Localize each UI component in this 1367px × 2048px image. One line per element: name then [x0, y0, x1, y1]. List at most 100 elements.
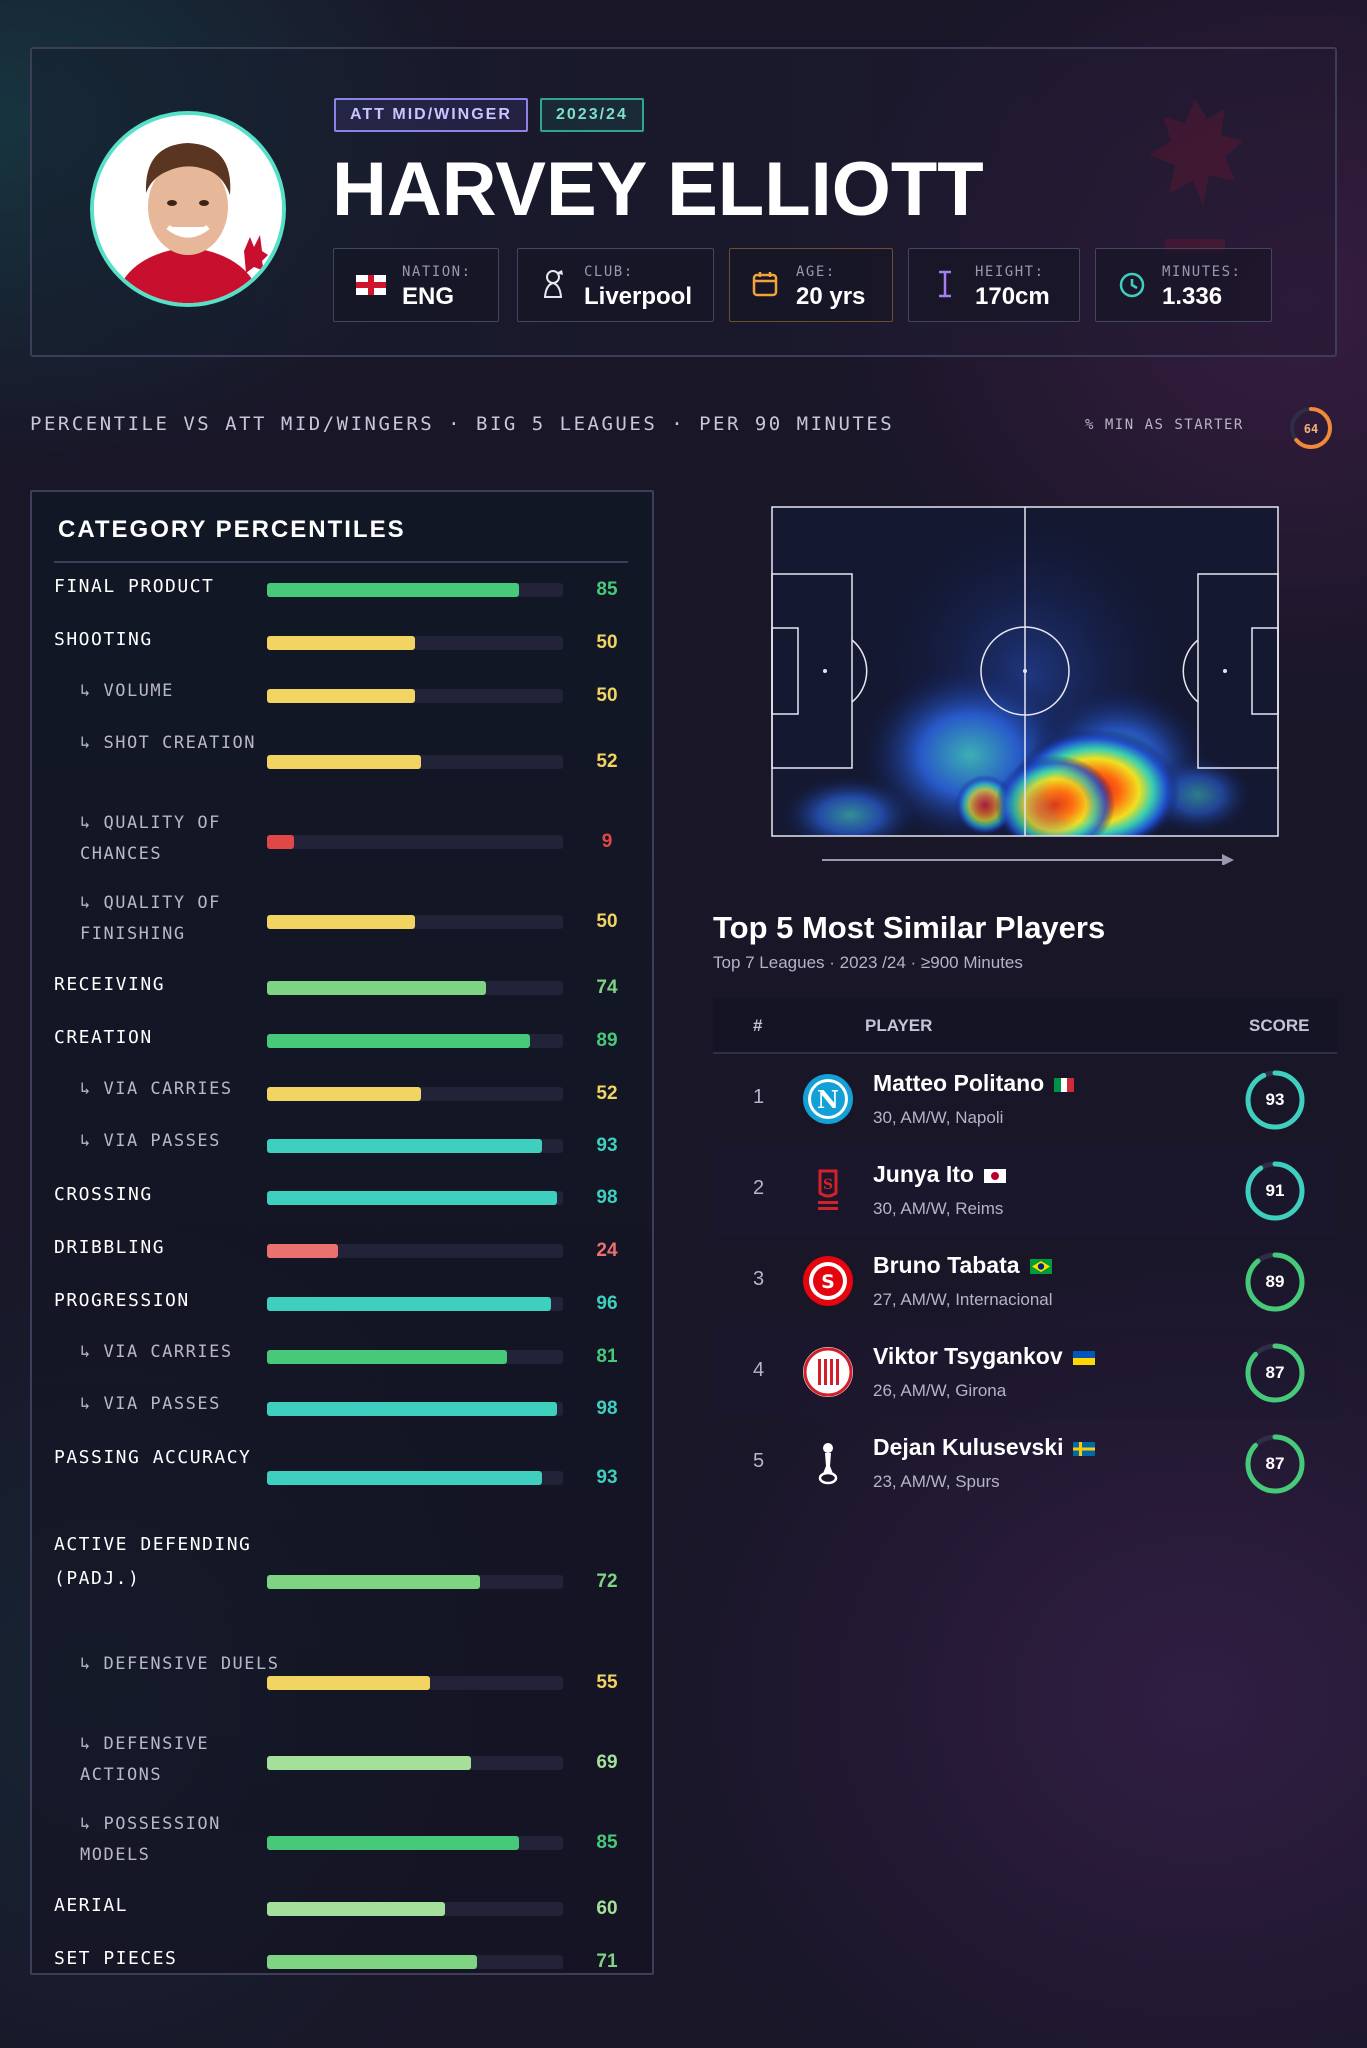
- player-name: Viktor Tsygankov: [873, 1343, 1095, 1370]
- napoli-badge-icon: N: [803, 1074, 853, 1124]
- percentile-bar: [267, 1139, 543, 1153]
- percentile-bar: [267, 1955, 478, 1969]
- similar-player-row[interactable]: 1 N Matteo Politano 30, AM/W, Napoli 93: [713, 1054, 1337, 1145]
- similar-player-row[interactable]: 5 Dejan Kulusevski 23, AM/W, Spurs 87: [713, 1418, 1337, 1509]
- percentile-value: 98: [596, 1187, 618, 1208]
- percentile-bar-track: [267, 1350, 563, 1364]
- percentile-label: ↳ DEFENSIVE DUELS: [80, 1654, 280, 1674]
- score-value: 89: [1265, 1272, 1285, 1291]
- percentile-label: DRIBBLING: [54, 1237, 166, 1258]
- percentile-bar-track: [267, 1575, 563, 1589]
- spurs-badge-icon: [818, 1443, 838, 1485]
- percentile-value: 72: [596, 1571, 618, 1592]
- percentile-bar-track: [267, 1676, 563, 1690]
- percentile-row: ↳ DEFENSIVE DUELS 55: [32, 1649, 652, 1711]
- attack-direction-arrow-icon: [822, 854, 1234, 865]
- percentile-bar: [267, 835, 294, 849]
- percentile-value: 89: [596, 1030, 618, 1051]
- percentile-label: ↳ VOLUME: [80, 681, 174, 701]
- percentile-value: 52: [596, 751, 618, 772]
- player-meta: 23, AM/W, Spurs: [873, 1472, 1000, 1491]
- percentile-bar-track: [267, 915, 563, 929]
- percentile-bar-track: [267, 689, 563, 703]
- col-score: SCORE: [1249, 1016, 1310, 1035]
- percentile-value: 93: [596, 1135, 618, 1156]
- internacional-badge-icon: S: [803, 1256, 853, 1306]
- starter-label: % MIN AS STARTER: [1085, 417, 1244, 433]
- clock-icon: [1119, 272, 1145, 298]
- percentile-label: CREATION: [54, 1027, 153, 1048]
- touch-heatmap: [771, 506, 1279, 865]
- percentile-label: ACTIVE DEFENDING (PADJ.): [54, 1534, 252, 1589]
- percentile-label: PROGRESSION: [54, 1290, 190, 1311]
- percentile-bar: [267, 583, 519, 597]
- percentile-bar: [267, 1297, 552, 1311]
- score-value: 87: [1265, 1363, 1285, 1382]
- player-meta: 30, AM/W, Reims: [873, 1199, 1004, 1218]
- similar-player-row[interactable]: 2 S Junya Ito 30, AM/W, Reims 91: [713, 1145, 1337, 1236]
- percentile-label: FINAL PRODUCT: [54, 576, 215, 597]
- percentile-bar: [267, 1471, 543, 1485]
- girona-badge-icon: [803, 1347, 853, 1397]
- minutes-info: MINUTES: 1.336: [1095, 248, 1272, 322]
- similar-player-row[interactable]: 4 Viktor Tsygankov 26, AM/W, Girona 87: [713, 1327, 1337, 1418]
- percentile-bar-track: [267, 1402, 563, 1416]
- percentile-row: ACTIVE DEFENDING (PADJ.) 72: [32, 1528, 652, 1630]
- score-ring: [1245, 1434, 1305, 1494]
- height-value: 170cm: [975, 283, 1050, 310]
- percentile-bar-track: [267, 1034, 563, 1048]
- percentile-bar: [267, 636, 415, 650]
- england-flag-icon: [356, 275, 386, 295]
- percentile-row: SET PIECES 71: [32, 1942, 652, 1976]
- percentile-bar-track: [267, 1087, 563, 1101]
- percentile-row: ↳ QUALITY OF FINISHING 50: [32, 888, 652, 950]
- sweden-flag-icon: [1073, 1441, 1096, 1456]
- heat-blobs: [780, 515, 1253, 836]
- percentile-value: 85: [596, 579, 618, 600]
- ukraine-flag-icon: [1072, 1350, 1095, 1365]
- percentile-label: ↳ VIA CARRIES: [80, 1342, 233, 1362]
- percentile-bar-track: [267, 1902, 563, 1916]
- percentile-label: ↳ VIA PASSES: [80, 1131, 221, 1151]
- percentile-bar-track: [267, 1756, 563, 1770]
- percentile-value: 55: [596, 1672, 618, 1693]
- similar-table-header: # PLAYER SCORE: [713, 998, 1337, 1054]
- percentile-bar: [267, 1034, 531, 1048]
- percentile-label: RECEIVING: [54, 974, 166, 995]
- percentile-bar: [267, 981, 487, 995]
- score-ring: [1245, 1070, 1305, 1130]
- percentile-bar: [267, 1676, 430, 1690]
- svg-text:S: S: [821, 1271, 835, 1293]
- percentile-row: DRIBBLING 24: [32, 1231, 652, 1265]
- percentile-label: PASSING ACCURACY: [54, 1447, 252, 1468]
- score-value: 93: [1265, 1090, 1285, 1109]
- percentile-value: 74: [596, 977, 618, 998]
- percentile-bar: [267, 1087, 421, 1101]
- similar-player-row[interactable]: 3 S Bruno Tabata 27, AM/W, Internacional…: [713, 1236, 1337, 1327]
- percentile-row: ↳ VIA CARRIES 81: [32, 1337, 652, 1371]
- club-value: Liverpool: [584, 283, 693, 310]
- percentile-row: PASSING ACCURACY 93: [32, 1441, 652, 1509]
- nation-label: NATION:: [402, 264, 472, 280]
- player-rank: 1: [753, 1086, 765, 1108]
- percentile-bar-track: [267, 1471, 563, 1485]
- percentile-label: ↳ SHOT CREATION: [80, 733, 257, 753]
- percentile-label: ↳ VIA PASSES: [80, 1394, 221, 1414]
- percentile-value: 93: [596, 1467, 618, 1488]
- club-label: CLUB:: [584, 264, 634, 280]
- percentile-value: 52: [596, 1083, 618, 1104]
- percentile-bar: [267, 1756, 472, 1770]
- percentile-value: 50: [596, 911, 618, 932]
- italy-flag-icon: [1054, 1077, 1075, 1092]
- player-rank: 3: [753, 1268, 765, 1290]
- percentile-value: 69: [596, 1752, 618, 1773]
- percentile-row: CROSSING 98: [32, 1178, 652, 1212]
- percentile-label: SHOOTING: [54, 629, 153, 650]
- percentile-value: 50: [596, 632, 618, 653]
- nation-value: ENG: [402, 283, 455, 310]
- percentile-value: 85: [596, 1832, 618, 1853]
- reims-badge-icon: S: [818, 1169, 838, 1210]
- player-header-card: LFC ATT MID/WINGER 2023/24 HARVEY ELLIOT…: [30, 47, 1337, 357]
- player-name: Matteo Politano: [873, 1070, 1075, 1097]
- age-value: 20 yrs: [796, 283, 866, 310]
